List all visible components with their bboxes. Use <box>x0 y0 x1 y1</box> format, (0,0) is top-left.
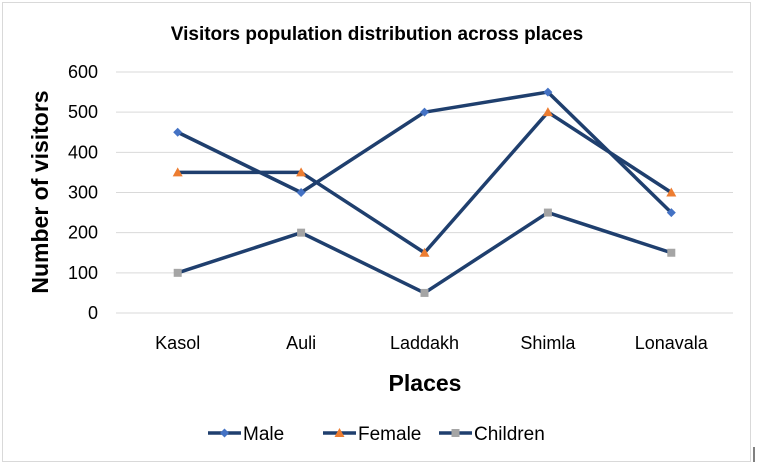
point-female-auli <box>296 167 307 177</box>
x-axis-title: Places <box>389 370 462 396</box>
chart-title: Visitors population distribution across … <box>171 24 583 45</box>
x-tick-label-shimla: Shimla <box>520 333 576 353</box>
y-tick-label-300: 300 <box>68 183 98 203</box>
legend-marker-female <box>334 428 345 437</box>
legend-marker-children <box>451 429 460 437</box>
point-female-shimla <box>542 107 553 117</box>
point-female-lonavala <box>666 187 677 197</box>
chart-border <box>2 2 751 462</box>
legend-item-female: Female <box>323 424 421 445</box>
series-female <box>172 107 677 257</box>
y-tick-label-400: 400 <box>68 142 98 162</box>
legend-label-children: Children <box>474 424 545 445</box>
x-tick-label-auli: Auli <box>286 333 316 353</box>
point-children-laddakh <box>420 288 429 297</box>
point-male-kasol <box>173 127 183 137</box>
y-axis-ticks: 0 100 200 300 400 500 600 <box>68 62 98 323</box>
point-male-auli <box>296 188 306 197</box>
point-children-lonavala <box>667 248 676 257</box>
point-male-laddakh <box>420 107 429 117</box>
x-tick-label-laddakh: Laddakh <box>390 333 459 353</box>
legend-item-male: Male <box>208 424 284 445</box>
y-tick-label-0: 0 <box>88 303 98 323</box>
y-axis-title: Number of visitors <box>27 90 53 293</box>
point-children-shimla <box>543 208 552 217</box>
series-layer <box>172 87 677 297</box>
legend-item-children: Children <box>439 424 545 445</box>
x-tick-label-lonavala: Lonavala <box>635 333 709 353</box>
legend-label-male: Male <box>243 424 284 445</box>
point-children-auli <box>297 228 306 237</box>
y-tick-label-600: 600 <box>68 62 98 82</box>
point-female-kasol <box>172 167 183 177</box>
y-tick-label-100: 100 <box>68 263 98 283</box>
legend-label-female: Female <box>358 424 421 445</box>
x-tick-label-kasol: Kasol <box>155 333 200 353</box>
legend: Male Female Children <box>208 424 545 445</box>
point-children-kasol <box>173 268 182 277</box>
series-children <box>173 208 676 297</box>
point-female-laddakh <box>419 247 430 257</box>
x-axis-ticks: Kasol Auli Laddakh Shimla Lonavala <box>155 333 709 353</box>
legend-marker-male <box>220 428 229 438</box>
point-male-lonavala <box>666 208 676 218</box>
y-tick-label-200: 200 <box>68 223 98 243</box>
point-male-shimla <box>543 87 553 97</box>
y-tick-label-500: 500 <box>68 102 98 122</box>
